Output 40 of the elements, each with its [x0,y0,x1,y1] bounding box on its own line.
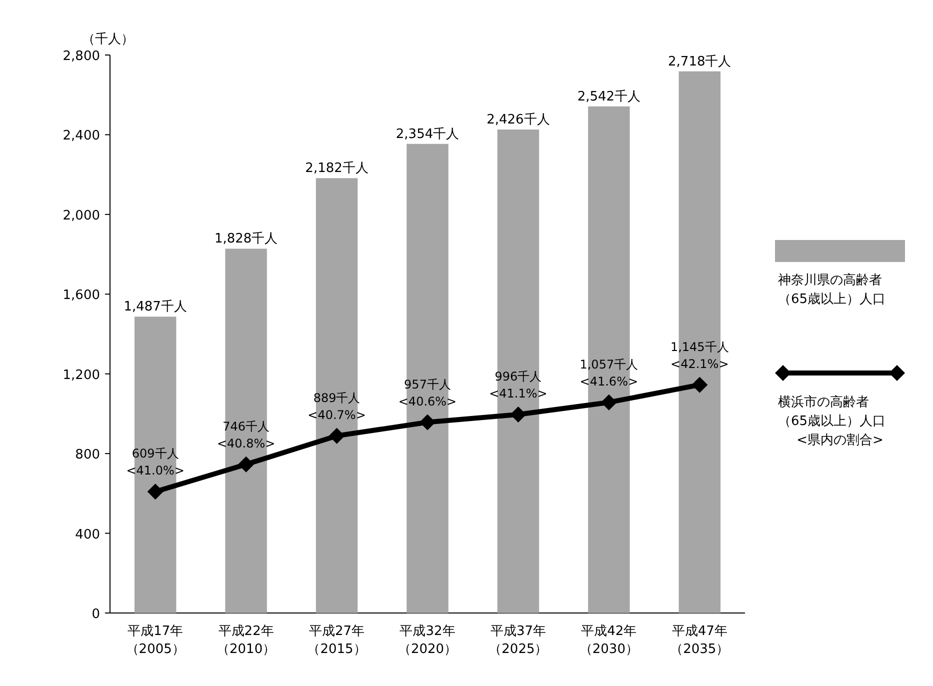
point [147,484,164,500]
y-tick-label: 1,200 [62,368,100,383]
legend-label: 横浜市の高齢者（65歳以上）人口 [778,394,886,429]
x-tick-label: 平成22年（2010） [216,624,276,657]
data-label: 746千人 <40.8%> [216,419,276,450]
point [420,414,436,430]
y-axis-title: （千人） [82,32,134,47]
data-label: 1,487千人 [124,300,187,315]
x-tick-label: 平成17年（2005） [126,624,185,657]
x-tick-label: 平成27年（2015） [307,624,366,657]
data-label: 2,426千人 [486,112,550,128]
data-label: 2,718千人 [668,54,732,70]
point [692,376,708,393]
data-label: 1,145千人 <42.1%> [670,340,729,371]
data-label: 2,182千人 [305,161,368,176]
x-tick-label: 平成32年（2020） [398,624,458,657]
y-tick-label: 1,600 [62,288,100,304]
y-tick-label: 2,000 [62,208,100,224]
legend: 神奈川県の高齢者（65歳以上）人口 横浜市の高齢者（65歳以上）人口 [775,240,905,429]
data-label: 996千人 <41.1%> [489,370,548,401]
text: <県内の割合> [796,433,884,448]
data-label: 889千人 <40.7%> [308,390,366,422]
data-label: 1,828千人 [214,232,278,247]
y-tick-label: 0 [92,607,100,622]
y-tick-label: 400 [75,527,100,542]
y-tick-label: 2,800 [62,49,100,64]
data-label: 957千人 <40.6%> [398,377,457,408]
point [328,428,345,444]
data-label: 1,057千人 <41.6%> [580,357,638,388]
data-label: 2,542千人 [577,89,641,104]
point [510,406,526,423]
x-tick-label: 平成37年（2025） [488,624,548,657]
point [238,456,254,472]
data-label: 609千人 <41.0%> [126,446,184,478]
y-tick-label: 800 [75,448,100,463]
y-tick-label: 2,400 [62,128,100,144]
x-tick-label: 平成42年（2030） [579,624,638,657]
point [600,394,617,410]
x-tick-label: 平成47年（2035） [670,624,730,657]
data-label: 2,354千人 [396,126,460,142]
